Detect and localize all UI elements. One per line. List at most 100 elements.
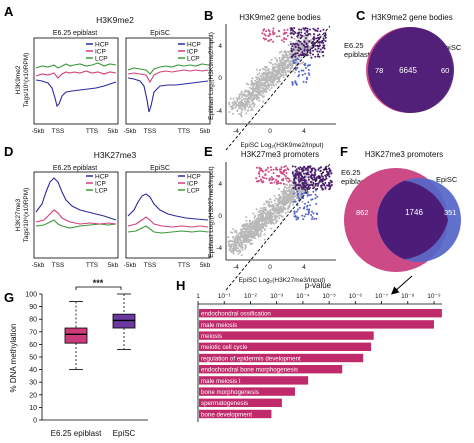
bar-label: male meiosis I: [201, 378, 241, 385]
scatter-point-shared: [298, 186, 301, 189]
panel-g-xtick: E6.25 epiblast: [51, 429, 102, 438]
scatter-point-gray: [286, 183, 289, 186]
scatter-point-gray: [292, 188, 295, 191]
scatter-point-gray: [238, 244, 241, 247]
scatter-point-shared: [305, 182, 308, 184]
scatter-point-gray: [266, 210, 269, 213]
scatter-point-episc: [302, 80, 305, 83]
scatter-point-episc: [291, 83, 294, 86]
scatter-point-episc: [311, 210, 313, 213]
scatter-point-episc: [298, 70, 300, 73]
bar: [199, 409, 272, 419]
scatter-point-gray: [261, 226, 264, 229]
scatter-point-shared: [304, 188, 307, 191]
scatter-point-shared: [300, 173, 303, 176]
xtick: TSS: [52, 128, 65, 135]
scatter-point-epiblast: [255, 166, 258, 169]
scatter-point-gray: [287, 206, 290, 209]
scatter-point-gray: [282, 60, 285, 63]
scatter-point-episc: [303, 215, 306, 218]
scatter-point-episc: [314, 189, 317, 192]
scatter-point-gray: [276, 73, 279, 76]
scatter-point-gray: [257, 235, 260, 238]
scatter-point-gray: [260, 94, 263, 97]
scatter-point-gray: [277, 69, 280, 72]
scatter-point-shared: [294, 173, 297, 176]
scatter-point-gray: [274, 77, 277, 80]
scatter-point-epiblast: [282, 177, 285, 180]
bar-label: meiotic cell cycle: [201, 344, 248, 351]
scatter-point-gray: [287, 63, 290, 66]
panel-d-ylabel-2: Tags/10⁶(x10RPM): [23, 188, 30, 243]
scatter-point-gray: [290, 180, 293, 183]
scatter-point-gray: [264, 73, 267, 76]
scatter-point-gray: [284, 50, 287, 53]
scatter-point-shared: [322, 37, 325, 40]
scatter-point-gray: [269, 74, 272, 77]
scatter-point-shared: [292, 29, 295, 32]
scatter-point-gray: [257, 81, 260, 83]
xtick: -5kb: [124, 262, 137, 269]
scatter-point-gray: [239, 236, 241, 239]
scatter-point-gray: [236, 237, 238, 240]
scatter-point-gray: [250, 106, 253, 109]
scatter-point-gray: [259, 82, 262, 85]
scatter-point-gray: [250, 103, 253, 106]
scatter-point-shared: [315, 29, 318, 32]
scatter-point-shared: [294, 188, 297, 191]
xtick-label: 10⁻⁶: [349, 293, 363, 300]
scatter-point-episc: [312, 212, 315, 215]
scatter-point-epiblast: [286, 28, 289, 31]
scatter-point-gray: [262, 78, 265, 81]
scatter-point-epiblast: [267, 35, 270, 38]
scatter-point-gray: [277, 80, 280, 82]
scatter-point-shared: [313, 38, 315, 41]
scatter-point-epiblast: [268, 179, 271, 182]
scatter-point-epiblast: [286, 34, 289, 37]
panel-g-ylabel: % DNA methylation: [9, 324, 18, 393]
scatter-point-gray: [236, 104, 239, 106]
scatter-point-gray: [262, 207, 265, 210]
scatter-point-gray: [284, 200, 287, 203]
scatter-point-shared: [312, 187, 315, 190]
scatter-point-shared: [312, 53, 314, 56]
scatter-point-shared: [299, 184, 302, 187]
scatter-point-episc: [302, 218, 305, 221]
scatter-point-epiblast: [265, 30, 268, 33]
scatter-point-gray: [280, 66, 283, 69]
scatter-point-gray: [270, 62, 273, 65]
scatter-point-gray: [255, 76, 258, 79]
scatter-point-shared: [316, 50, 319, 53]
scatter-point-gray: [263, 85, 266, 88]
scatter-point-gray: [263, 222, 266, 225]
scatter-point-shared: [311, 167, 313, 170]
panel-a-ylabel-1: H3K9me2: [15, 65, 22, 94]
scatter-point-epiblast: [270, 38, 273, 41]
scatter-point-gray: [282, 73, 285, 76]
legend-icp: ICP: [187, 49, 198, 56]
scatter-point-gray: [260, 217, 263, 220]
scatter-point-gray: [237, 102, 240, 105]
ytick-label: 100: [25, 292, 37, 299]
legend-hcp: HCP: [95, 174, 109, 181]
scatter-point-gray: [269, 79, 272, 81]
scatter-point-shared: [291, 171, 294, 174]
scatter-point-gray: [240, 231, 243, 234]
xtick: -5kb: [32, 128, 45, 135]
scatter-point-gray: [270, 77, 272, 80]
scatter-point-gray: [252, 102, 255, 105]
bar: [199, 320, 434, 329]
scatter-point-gray: [269, 83, 272, 86]
scatter-point-gray: [252, 97, 255, 100]
scatter-point-episc: [307, 72, 310, 75]
scatter-point-gray: [284, 54, 286, 57]
scatter-point-gray: [281, 64, 284, 67]
scatter-point-gray: [282, 71, 285, 74]
scatter-point-shared: [328, 185, 331, 188]
scatter-point-gray: [263, 224, 266, 226]
scatter-point-episc: [309, 193, 312, 196]
scatter-point-epiblast: [283, 165, 286, 168]
scatter-point-gray: [256, 221, 259, 224]
scatter-point-shared: [310, 56, 313, 59]
scatter-point-gray: [276, 60, 279, 63]
